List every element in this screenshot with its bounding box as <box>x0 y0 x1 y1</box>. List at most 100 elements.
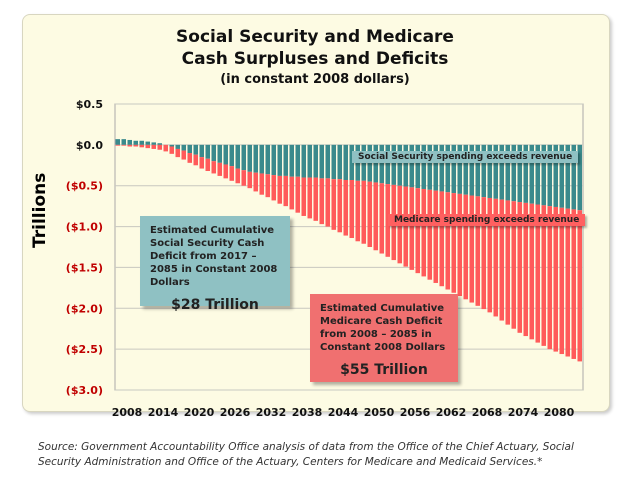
ss-bar <box>331 144 336 180</box>
medicare-bar <box>169 146 174 154</box>
ss-bar <box>487 144 492 198</box>
medicare-bar <box>463 194 468 300</box>
medicare-bar <box>505 200 510 325</box>
ss-bar <box>199 144 204 158</box>
ss-bar <box>415 144 420 189</box>
medicare-bar <box>409 187 414 270</box>
medicare-bar <box>493 198 498 317</box>
medicare-bar <box>385 184 390 257</box>
medicare-bar <box>301 177 306 216</box>
medicare-bar <box>547 206 552 350</box>
medicare-bar <box>535 204 540 343</box>
medicare-bar <box>253 172 258 192</box>
y-tick-label: ($3.0) <box>66 384 103 397</box>
medicare-bar <box>163 144 168 152</box>
x-tick-label: 2056 <box>400 406 431 419</box>
medicare-bar <box>403 186 408 267</box>
medicare-bar <box>331 179 336 230</box>
medicare-bar <box>139 144 144 148</box>
medicare-bar <box>427 189 432 280</box>
medicare-bar <box>559 207 564 355</box>
medicare-bar <box>229 166 234 181</box>
medicare-bar <box>283 175 288 207</box>
y-tick-label: ($2.0) <box>66 302 103 315</box>
ss-bar <box>145 141 150 145</box>
medicare-bar <box>343 179 348 236</box>
ss-bar <box>517 144 522 203</box>
y-tick-label: $0.0 <box>76 139 103 152</box>
ss-bar <box>439 144 444 192</box>
ss-bar <box>523 144 528 203</box>
ss-bar <box>385 144 390 185</box>
medicare-bar <box>499 199 504 321</box>
x-tick-label: 2014 <box>148 406 179 419</box>
ss-bar <box>529 144 534 204</box>
ss-bar <box>307 144 312 178</box>
ss-bar <box>349 144 354 180</box>
ss-bar <box>469 144 474 196</box>
ss-bar <box>421 144 426 189</box>
medicare-bar <box>469 195 474 303</box>
ss-bar <box>283 144 288 176</box>
medicare-bar <box>349 179 354 239</box>
x-tick-label: 2044 <box>328 406 359 419</box>
medicare-bar <box>211 161 216 174</box>
ss-bar <box>337 144 342 180</box>
x-tick-label: 2068 <box>472 406 503 419</box>
ss-bar <box>457 144 462 194</box>
medicare-bar <box>553 206 558 352</box>
medicare-bar <box>313 177 318 221</box>
x-tick-label: 2032 <box>256 406 287 419</box>
medicare-bar <box>319 178 324 225</box>
medicare-bar <box>475 196 480 306</box>
medicare-bar <box>145 144 150 149</box>
medicare-bar <box>307 177 312 219</box>
ss-bar <box>217 144 222 163</box>
ss-bar <box>397 144 402 186</box>
medicare-bar <box>355 180 360 242</box>
ss-bar <box>229 144 234 167</box>
ss-bar <box>391 144 396 185</box>
medicare-bar <box>481 197 486 310</box>
x-tick-label: 2050 <box>364 406 395 419</box>
y-tick-label: $0.5 <box>76 98 103 111</box>
medicare-bar <box>367 181 372 247</box>
medicare-deficit-text: Estimated Cumulative Medicare Cash Defic… <box>320 303 446 353</box>
medicare-bar <box>217 162 222 176</box>
medicare-bar <box>121 144 126 146</box>
ss-bar <box>259 144 264 174</box>
medicare-bar <box>205 158 210 172</box>
medicare-bar <box>451 193 456 293</box>
medicare-bar <box>127 144 132 147</box>
y-tick-label: ($2.5) <box>66 343 103 356</box>
ss-bar <box>223 144 228 165</box>
medicare-bar <box>337 179 342 233</box>
medicare-bar <box>511 201 516 329</box>
ss-annotation-label: Social Security spending exceeds revenue <box>352 151 579 163</box>
ss-bar <box>379 144 384 184</box>
ss-bar <box>409 144 414 188</box>
y-tick-label: ($0.5) <box>66 180 103 193</box>
medicare-bar <box>523 202 528 337</box>
medicare-bar <box>259 173 264 195</box>
medicare-bar <box>175 148 180 158</box>
ss-bar <box>373 144 378 183</box>
ss-bar <box>463 144 468 195</box>
ss-bar <box>301 144 306 178</box>
ss-bar <box>475 144 480 197</box>
ss-bar <box>499 144 504 200</box>
medicare-bar <box>421 188 426 277</box>
medicare-bar <box>187 153 192 163</box>
medicare-bar <box>289 176 294 210</box>
ss-bar <box>277 144 282 176</box>
medicare-bar <box>151 144 156 149</box>
ss-bar <box>151 142 156 145</box>
source-note: Source: Government Accountability Office… <box>38 441 574 468</box>
medicare-bar <box>373 182 378 251</box>
ss-bar <box>505 144 510 201</box>
medicare-bar <box>277 175 282 204</box>
ss-bar <box>121 139 126 145</box>
ss-bar <box>319 144 324 179</box>
medicare-bar <box>577 210 582 362</box>
medicare-bar <box>325 178 330 227</box>
